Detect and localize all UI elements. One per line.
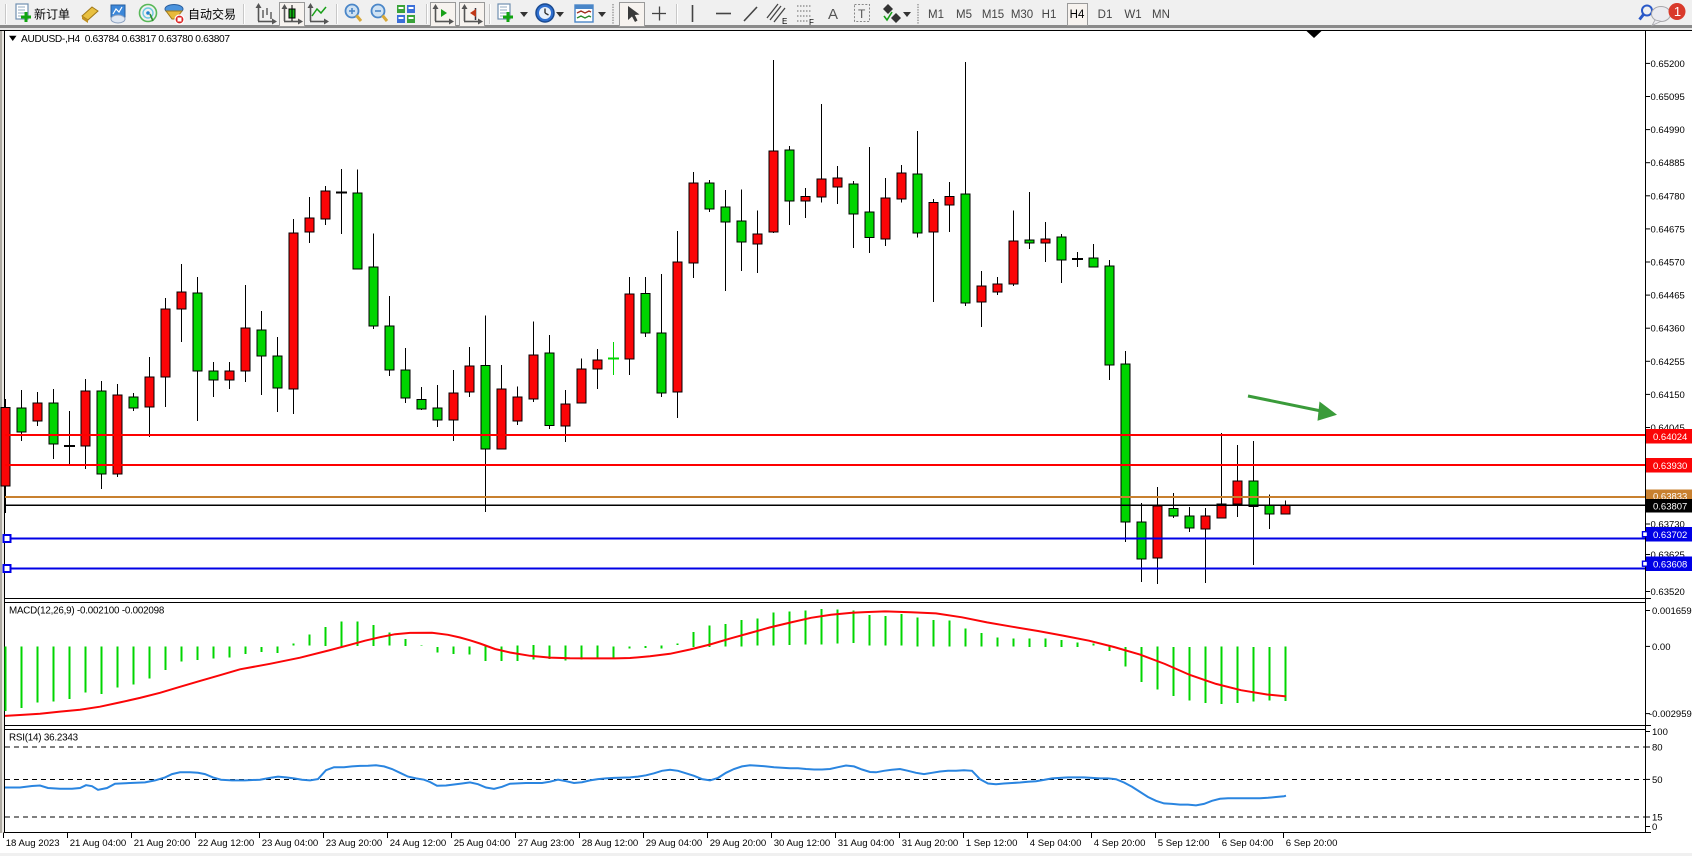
svg-text:0.64570: 0.64570 bbox=[1651, 258, 1685, 269]
svg-text:0.64255: 0.64255 bbox=[1651, 357, 1685, 368]
svg-text:E: E bbox=[782, 17, 787, 26]
svg-text:T: T bbox=[858, 7, 866, 21]
svg-text:4 Sep 20:00: 4 Sep 20:00 bbox=[1094, 838, 1146, 849]
svg-text:D1: D1 bbox=[1098, 9, 1113, 21]
svg-text:15: 15 bbox=[1652, 813, 1663, 824]
svg-text:4 Sep 04:00: 4 Sep 04:00 bbox=[1030, 838, 1082, 849]
svg-text:0.64024: 0.64024 bbox=[1653, 432, 1687, 443]
svg-text:24 Aug 12:00: 24 Aug 12:00 bbox=[390, 838, 447, 849]
svg-text:0.63833: 0.63833 bbox=[1653, 492, 1687, 503]
svg-text:M5: M5 bbox=[956, 9, 972, 21]
svg-text:M1: M1 bbox=[928, 9, 944, 21]
svg-text:0.64150: 0.64150 bbox=[1651, 390, 1685, 401]
svg-text:1 Sep 12:00: 1 Sep 12:00 bbox=[966, 838, 1018, 849]
svg-text:0.63625: 0.63625 bbox=[1651, 550, 1685, 561]
svg-text:31 Aug 04:00: 31 Aug 04:00 bbox=[838, 838, 895, 849]
svg-text:自动交易: 自动交易 bbox=[188, 7, 236, 22]
svg-text:0.64045: 0.64045 bbox=[1651, 423, 1685, 434]
svg-text:0.63520: 0.63520 bbox=[1651, 587, 1685, 598]
svg-text:F: F bbox=[809, 18, 814, 27]
svg-text:0: 0 bbox=[1652, 822, 1657, 833]
svg-text:29 Aug 04:00: 29 Aug 04:00 bbox=[646, 838, 703, 849]
svg-text:0.63702: 0.63702 bbox=[1653, 530, 1687, 541]
svg-text:21 Aug 20:00: 21 Aug 20:00 bbox=[134, 838, 191, 849]
svg-text:22 Aug 12:00: 22 Aug 12:00 bbox=[198, 838, 255, 849]
svg-text:A: A bbox=[828, 6, 838, 23]
svg-text:0.63930: 0.63930 bbox=[1653, 461, 1687, 472]
svg-text:H1: H1 bbox=[1042, 9, 1057, 21]
svg-text:30 Aug 12:00: 30 Aug 12:00 bbox=[774, 838, 831, 849]
svg-text:MACD(12,26,9) -0.002100 -0.002: MACD(12,26,9) -0.002100 -0.002098 bbox=[9, 605, 165, 616]
svg-text:0.63730: 0.63730 bbox=[1651, 520, 1685, 531]
svg-text:0.64990: 0.64990 bbox=[1651, 125, 1685, 136]
svg-text:0.65200: 0.65200 bbox=[1651, 59, 1685, 70]
svg-text:-0.002959: -0.002959 bbox=[1649, 709, 1692, 720]
svg-text:0.63608: 0.63608 bbox=[1653, 559, 1687, 570]
svg-text:0.64465: 0.64465 bbox=[1651, 291, 1685, 302]
svg-text:1: 1 bbox=[1674, 4, 1681, 19]
svg-text:M15: M15 bbox=[982, 9, 1004, 21]
svg-text:0.63807: 0.63807 bbox=[1653, 501, 1687, 512]
svg-text:0.64780: 0.64780 bbox=[1651, 191, 1685, 202]
svg-text:6 Sep 20:00: 6 Sep 20:00 bbox=[1286, 838, 1338, 849]
svg-text:5 Sep 12:00: 5 Sep 12:00 bbox=[1158, 838, 1210, 849]
svg-text:0.00: 0.00 bbox=[1652, 642, 1671, 653]
svg-text:新订单: 新订单 bbox=[34, 7, 70, 22]
svg-text:21 Aug 04:00: 21 Aug 04:00 bbox=[70, 838, 127, 849]
svg-text:100: 100 bbox=[1652, 727, 1668, 738]
svg-text:80: 80 bbox=[1652, 743, 1663, 754]
svg-text:0.65095: 0.65095 bbox=[1651, 92, 1685, 103]
svg-text:RSI(14) 36.2343: RSI(14) 36.2343 bbox=[9, 732, 79, 743]
svg-text:28 Aug 12:00: 28 Aug 12:00 bbox=[582, 838, 639, 849]
svg-text:23 Aug 20:00: 23 Aug 20:00 bbox=[326, 838, 383, 849]
svg-text:29 Aug 20:00: 29 Aug 20:00 bbox=[710, 838, 767, 849]
svg-text:AUDUSD-,H4 0.63784 0.63817 0.: AUDUSD-,H4 0.63784 0.63817 0.63780 0.638… bbox=[21, 34, 230, 45]
svg-text:0.001659: 0.001659 bbox=[1652, 606, 1692, 617]
svg-text:27 Aug 23:00: 27 Aug 23:00 bbox=[518, 838, 575, 849]
svg-text:25 Aug 04:00: 25 Aug 04:00 bbox=[454, 838, 511, 849]
svg-text:W1: W1 bbox=[1124, 9, 1141, 21]
svg-text:H4: H4 bbox=[1070, 9, 1085, 21]
svg-text:0.64675: 0.64675 bbox=[1651, 224, 1685, 235]
svg-text:0.64885: 0.64885 bbox=[1651, 158, 1685, 169]
svg-text:31 Aug 20:00: 31 Aug 20:00 bbox=[902, 838, 959, 849]
svg-text:18 Aug 2023: 18 Aug 2023 bbox=[6, 838, 60, 849]
svg-text:M30: M30 bbox=[1011, 9, 1033, 21]
svg-text:50: 50 bbox=[1652, 775, 1663, 786]
svg-text:23 Aug 04:00: 23 Aug 04:00 bbox=[262, 838, 319, 849]
svg-text:6 Sep 04:00: 6 Sep 04:00 bbox=[1222, 838, 1274, 849]
svg-text:MN: MN bbox=[1152, 9, 1170, 21]
svg-text:0.64360: 0.64360 bbox=[1651, 324, 1685, 335]
